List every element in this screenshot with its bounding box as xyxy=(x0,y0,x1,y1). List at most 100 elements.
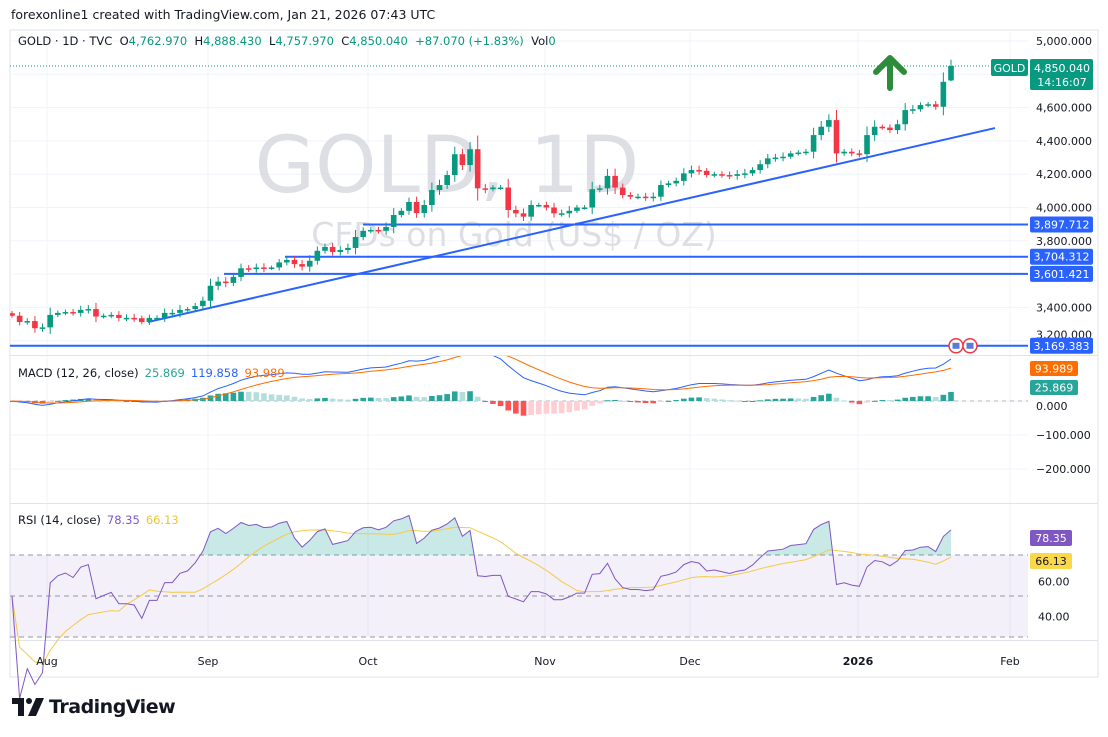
candle[interactable] xyxy=(55,310,61,317)
candle[interactable] xyxy=(932,100,939,110)
candle[interactable] xyxy=(627,192,634,200)
candle[interactable] xyxy=(390,207,397,234)
candle[interactable] xyxy=(619,183,626,199)
candle[interactable] xyxy=(917,102,924,112)
candle[interactable] xyxy=(749,167,756,176)
candle[interactable] xyxy=(131,313,137,322)
candle[interactable] xyxy=(383,222,389,235)
candle[interactable] xyxy=(39,323,46,332)
candle[interactable] xyxy=(245,265,252,272)
rsi-legend[interactable]: RSI (14, close) 78.35 66.13 xyxy=(18,513,185,527)
candle[interactable] xyxy=(742,168,748,179)
candle[interactable] xyxy=(833,109,840,163)
candle[interactable] xyxy=(207,278,214,308)
candle[interactable] xyxy=(528,200,534,221)
rsi-title[interactable]: RSI (14, close) xyxy=(18,513,101,527)
candle[interactable] xyxy=(85,305,92,314)
candle[interactable] xyxy=(558,209,565,217)
candle[interactable] xyxy=(757,160,763,174)
candle[interactable] xyxy=(497,185,504,190)
candle[interactable] xyxy=(467,141,473,172)
candle[interactable] xyxy=(24,318,31,325)
candle[interactable] xyxy=(116,311,122,322)
candle[interactable] xyxy=(581,205,588,210)
candle[interactable] xyxy=(123,314,130,322)
symbol-legend[interactable]: GOLD · 1D · TVC O4,762.970 H4,888.430 L4… xyxy=(18,34,556,48)
candle[interactable] xyxy=(772,153,779,162)
candle[interactable] xyxy=(635,193,641,200)
candle[interactable] xyxy=(200,296,206,310)
candle[interactable] xyxy=(222,276,229,288)
candle[interactable] xyxy=(77,305,84,317)
macd-legend[interactable]: MACD (12, 26, close) 25.869 119.858 93.989 xyxy=(18,366,291,380)
candle[interactable] xyxy=(726,171,733,180)
candle[interactable] xyxy=(551,202,557,218)
candle[interactable] xyxy=(482,183,489,194)
candle[interactable] xyxy=(719,171,725,178)
candle[interactable] xyxy=(703,167,710,178)
candle[interactable] xyxy=(795,150,802,156)
candle[interactable] xyxy=(238,263,244,282)
candle[interactable] xyxy=(261,263,267,273)
candle[interactable] xyxy=(345,243,351,254)
trendline[interactable] xyxy=(147,127,996,324)
candle[interactable] xyxy=(253,263,260,273)
macd-title[interactable]: MACD (12, 26, close) xyxy=(18,366,139,380)
candle[interactable] xyxy=(902,103,908,131)
candle[interactable] xyxy=(184,307,191,312)
candle[interactable] xyxy=(673,177,679,187)
candle[interactable] xyxy=(284,256,290,266)
candle[interactable] xyxy=(612,168,618,195)
candle[interactable] xyxy=(268,265,275,270)
candle[interactable] xyxy=(329,242,336,256)
candle[interactable] xyxy=(375,226,382,234)
candle[interactable] xyxy=(32,316,38,333)
candle[interactable] xyxy=(368,227,374,234)
candle[interactable] xyxy=(642,192,649,201)
candle[interactable] xyxy=(215,276,221,291)
candle[interactable] xyxy=(314,246,321,265)
candle[interactable] xyxy=(650,192,657,202)
candle[interactable] xyxy=(444,170,450,189)
rsi-ma-line[interactable] xyxy=(11,526,952,665)
macd-signal-line[interactable] xyxy=(11,352,952,404)
candle[interactable] xyxy=(93,302,99,323)
candle[interactable] xyxy=(574,204,580,214)
candle[interactable] xyxy=(47,307,53,334)
candle[interactable] xyxy=(803,148,809,156)
candle[interactable] xyxy=(871,120,878,141)
candle[interactable] xyxy=(910,105,916,114)
price-pane[interactable] xyxy=(9,59,1028,354)
candle[interactable] xyxy=(856,149,863,158)
candle[interactable] xyxy=(566,206,573,218)
candle[interactable] xyxy=(291,255,298,268)
candle[interactable] xyxy=(161,308,168,322)
candle[interactable] xyxy=(146,314,153,325)
candle[interactable] xyxy=(681,168,687,186)
candle[interactable] xyxy=(177,304,183,318)
candle[interactable] xyxy=(398,208,405,218)
candle[interactable] xyxy=(108,312,115,319)
candle[interactable] xyxy=(192,302,199,312)
candle[interactable] xyxy=(9,310,15,318)
candle[interactable] xyxy=(841,148,847,156)
up-arrow-icon[interactable] xyxy=(873,55,907,91)
candle[interactable] xyxy=(459,148,466,171)
candle[interactable] xyxy=(787,150,794,159)
candle[interactable] xyxy=(474,135,481,201)
candle[interactable] xyxy=(848,148,855,157)
symbol-name[interactable]: GOLD · 1D · TVC xyxy=(18,34,113,48)
candle[interactable] xyxy=(421,199,428,218)
candle[interactable] xyxy=(780,152,786,162)
macd-pane[interactable] xyxy=(9,343,1028,416)
candle[interactable] xyxy=(879,124,886,130)
candle[interactable] xyxy=(70,309,76,316)
rsi-pane[interactable] xyxy=(10,514,1028,699)
candle[interactable] xyxy=(864,126,870,162)
candle[interactable] xyxy=(451,146,458,182)
candle[interactable] xyxy=(490,185,496,192)
rsi-line[interactable] xyxy=(11,514,952,699)
candle[interactable] xyxy=(299,259,305,271)
candle[interactable] xyxy=(230,273,237,287)
